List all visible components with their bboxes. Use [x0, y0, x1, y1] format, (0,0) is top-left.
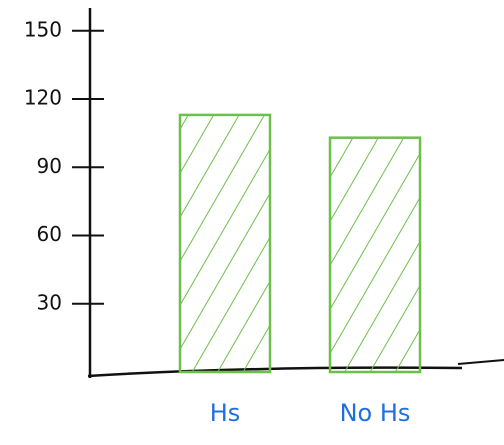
- y-tick-label: 120: [24, 86, 62, 110]
- bar: [328, 136, 422, 374]
- y-tick-label: 90: [37, 154, 62, 178]
- y-tick-label: 150: [24, 17, 62, 41]
- y-tick-label: 60: [37, 222, 62, 246]
- x-tick-label: No Hs: [340, 399, 411, 427]
- x-tick-label: Hs: [210, 399, 241, 427]
- bar: [178, 113, 272, 374]
- y-tick-label: 30: [37, 290, 62, 314]
- x-axis-end: [457, 359, 504, 365]
